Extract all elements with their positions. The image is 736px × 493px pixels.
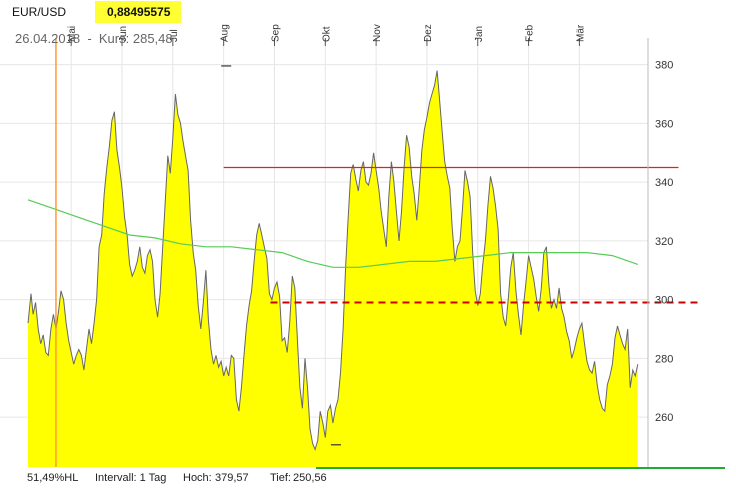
moving-average-line bbox=[27, 199, 638, 268]
price-line bbox=[27, 70, 639, 451]
reference-lines-layer bbox=[55, 38, 699, 467]
month-label-1: Jun bbox=[118, 26, 129, 42]
y-tick-label-360: 360 bbox=[655, 118, 673, 130]
separator-text: - bbox=[87, 31, 92, 46]
kurs-label: Kurs: bbox=[98, 31, 130, 46]
month-label-5: Okt bbox=[321, 26, 332, 42]
hoch-value: 379,57 bbox=[215, 472, 249, 484]
fx-label: EUR/USD bbox=[12, 5, 67, 19]
price-area bbox=[28, 70, 638, 467]
interval-text: Intervall: 1 Tag bbox=[95, 472, 167, 484]
y-tick-label-320: 320 bbox=[655, 236, 673, 248]
stats-bar: 51,49%HL Intervall: 1 Tag Hoch: 379,57 T… bbox=[0, 469, 736, 489]
hl-text: 51,49%HL bbox=[27, 472, 79, 484]
hoch-label: Hoch: bbox=[183, 472, 212, 484]
fx-value: 0,88495575 bbox=[95, 1, 181, 23]
y-tick-label-260: 260 bbox=[655, 412, 673, 424]
month-label-7: Dez bbox=[423, 24, 434, 42]
month-label-6: Nov bbox=[372, 24, 383, 42]
moving-average-layer bbox=[27, 199, 638, 268]
month-label-0: Mai bbox=[67, 26, 78, 42]
bottom-green-line bbox=[316, 467, 725, 469]
y-tick-label-300: 300 bbox=[655, 295, 673, 307]
y-tick-label-340: 340 bbox=[655, 177, 673, 189]
kurs-value: 285,48 bbox=[132, 31, 173, 46]
info-line: 26.04.2018 - Kurs: 285,48 bbox=[15, 31, 173, 46]
month-label-2: Jul bbox=[169, 29, 180, 42]
month-label-8: Jan bbox=[474, 26, 485, 42]
tief-value: 250,56 bbox=[293, 472, 327, 484]
month-label-3: Aug bbox=[220, 24, 231, 42]
tief-label: Tief: bbox=[270, 472, 291, 484]
top-bar: EUR/USD 0,88495575 bbox=[0, 0, 736, 26]
month-label-9: Feb bbox=[525, 24, 536, 42]
date-text: 26.04.2018 bbox=[15, 31, 81, 46]
axes-layer: Mai Jun Jul Aug Sep Okt Nov Dez Jan Feb Mär 260 280 3… bbox=[67, 24, 673, 467]
price-area-layer bbox=[27, 70, 639, 467]
month-label-10: Mär bbox=[575, 24, 586, 42]
y-tick-label-380: 380 bbox=[655, 60, 673, 72]
y-tick-label-280: 280 bbox=[655, 353, 673, 365]
month-label-4: Sep bbox=[270, 24, 281, 42]
